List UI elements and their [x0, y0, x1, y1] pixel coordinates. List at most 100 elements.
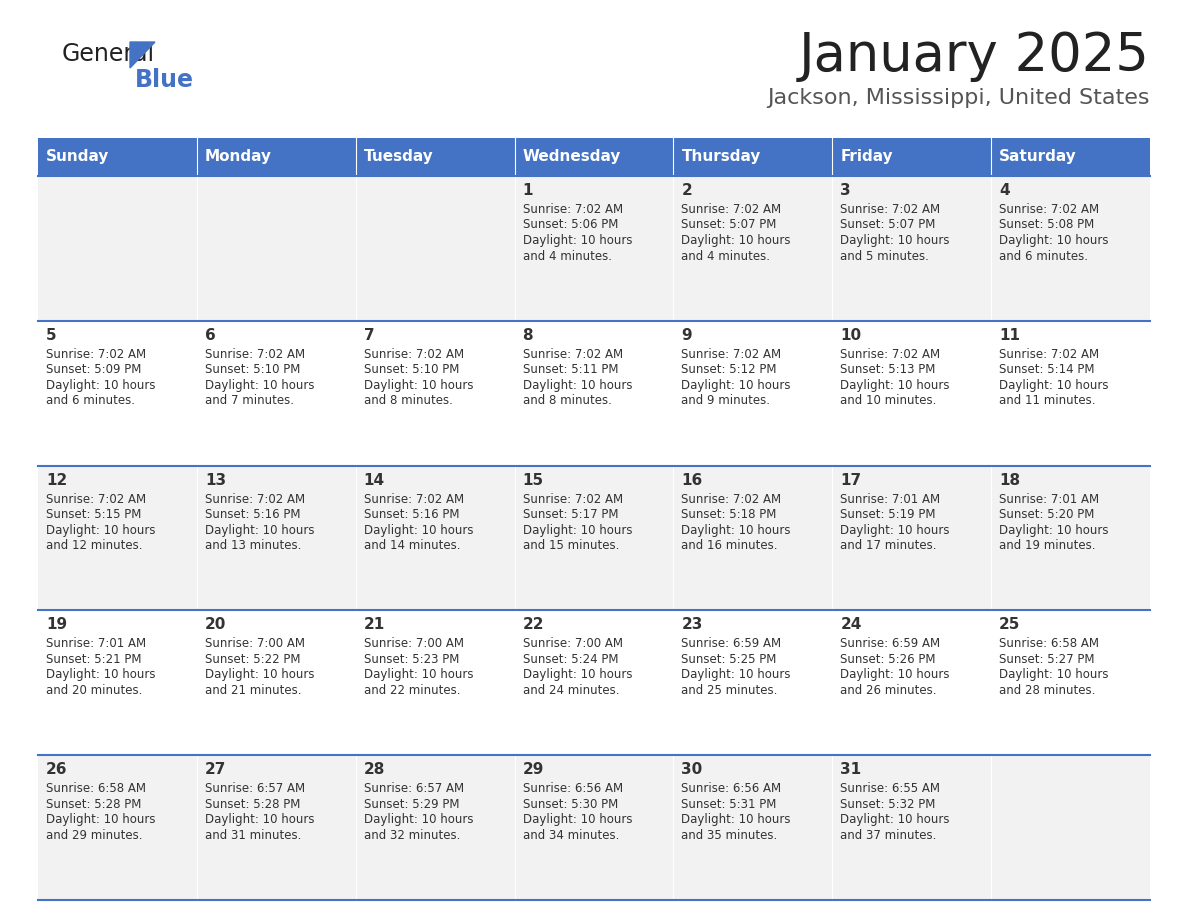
Text: 26: 26 — [46, 762, 68, 778]
Text: Sunset: 5:25 PM: Sunset: 5:25 PM — [682, 653, 777, 666]
Text: Sunset: 5:28 PM: Sunset: 5:28 PM — [204, 798, 301, 811]
Text: Sunset: 5:22 PM: Sunset: 5:22 PM — [204, 653, 301, 666]
Text: Daylight: 10 hours: Daylight: 10 hours — [523, 813, 632, 826]
Text: Sunrise: 6:58 AM: Sunrise: 6:58 AM — [999, 637, 1099, 650]
Text: Sunrise: 7:01 AM: Sunrise: 7:01 AM — [46, 637, 146, 650]
Text: Sunrise: 7:02 AM: Sunrise: 7:02 AM — [364, 493, 463, 506]
Text: Sunrise: 7:02 AM: Sunrise: 7:02 AM — [682, 203, 782, 216]
Text: 11: 11 — [999, 328, 1020, 342]
Text: and 24 minutes.: and 24 minutes. — [523, 684, 619, 697]
Text: Sunrise: 7:02 AM: Sunrise: 7:02 AM — [204, 493, 305, 506]
Text: Sunrise: 7:00 AM: Sunrise: 7:00 AM — [364, 637, 463, 650]
Text: and 10 minutes.: and 10 minutes. — [840, 395, 936, 408]
Text: 27: 27 — [204, 762, 226, 778]
Text: and 21 minutes.: and 21 minutes. — [204, 684, 302, 697]
Text: Saturday: Saturday — [999, 150, 1076, 164]
Text: and 5 minutes.: and 5 minutes. — [840, 250, 929, 263]
Text: 10: 10 — [840, 328, 861, 342]
Text: Sunrise: 7:02 AM: Sunrise: 7:02 AM — [523, 493, 623, 506]
Text: Daylight: 10 hours: Daylight: 10 hours — [523, 523, 632, 537]
Text: Sunset: 5:13 PM: Sunset: 5:13 PM — [840, 364, 936, 376]
Bar — [38, 756, 1150, 900]
Text: Sunrise: 7:02 AM: Sunrise: 7:02 AM — [682, 348, 782, 361]
Text: Sunset: 5:31 PM: Sunset: 5:31 PM — [682, 798, 777, 811]
Text: and 13 minutes.: and 13 minutes. — [204, 539, 302, 552]
Text: Thursday: Thursday — [682, 150, 760, 164]
Bar — [991, 138, 1150, 176]
Text: and 37 minutes.: and 37 minutes. — [840, 829, 936, 842]
Text: Daylight: 10 hours: Daylight: 10 hours — [46, 813, 156, 826]
Text: Monday: Monday — [204, 150, 272, 164]
Text: 7: 7 — [364, 328, 374, 342]
Text: Blue: Blue — [135, 68, 194, 92]
Text: and 17 minutes.: and 17 minutes. — [840, 539, 937, 552]
Text: and 4 minutes.: and 4 minutes. — [523, 250, 612, 263]
Text: Sunset: 5:21 PM: Sunset: 5:21 PM — [46, 653, 141, 666]
Text: 5: 5 — [46, 328, 57, 342]
Text: 6: 6 — [204, 328, 215, 342]
Bar — [38, 138, 197, 176]
Text: Daylight: 10 hours: Daylight: 10 hours — [999, 379, 1108, 392]
Text: Sunrise: 7:01 AM: Sunrise: 7:01 AM — [840, 493, 941, 506]
Text: 17: 17 — [840, 473, 861, 487]
Text: 16: 16 — [682, 473, 702, 487]
Text: 1: 1 — [523, 183, 533, 198]
Text: Sunrise: 7:00 AM: Sunrise: 7:00 AM — [523, 637, 623, 650]
Text: Sunset: 5:12 PM: Sunset: 5:12 PM — [682, 364, 777, 376]
Text: and 4 minutes.: and 4 minutes. — [682, 250, 771, 263]
Text: Sunrise: 7:01 AM: Sunrise: 7:01 AM — [999, 493, 1099, 506]
Text: Wednesday: Wednesday — [523, 150, 621, 164]
Text: and 20 minutes.: and 20 minutes. — [46, 684, 143, 697]
Text: Sunrise: 7:00 AM: Sunrise: 7:00 AM — [204, 637, 305, 650]
Text: Sunset: 5:24 PM: Sunset: 5:24 PM — [523, 653, 618, 666]
Text: Sunrise: 7:02 AM: Sunrise: 7:02 AM — [840, 348, 941, 361]
Text: 19: 19 — [46, 618, 68, 633]
Text: 12: 12 — [46, 473, 68, 487]
Text: Daylight: 10 hours: Daylight: 10 hours — [682, 523, 791, 537]
Text: 9: 9 — [682, 328, 693, 342]
Text: and 25 minutes.: and 25 minutes. — [682, 684, 778, 697]
Text: 3: 3 — [840, 183, 851, 198]
Text: 30: 30 — [682, 762, 702, 778]
Text: Sunrise: 6:56 AM: Sunrise: 6:56 AM — [682, 782, 782, 795]
Text: 4: 4 — [999, 183, 1010, 198]
Text: Daylight: 10 hours: Daylight: 10 hours — [682, 813, 791, 826]
Text: Sunset: 5:17 PM: Sunset: 5:17 PM — [523, 508, 618, 521]
Text: Daylight: 10 hours: Daylight: 10 hours — [999, 523, 1108, 537]
Bar — [674, 138, 833, 176]
Text: and 16 minutes.: and 16 minutes. — [682, 539, 778, 552]
Text: Daylight: 10 hours: Daylight: 10 hours — [364, 813, 473, 826]
Text: Sunset: 5:27 PM: Sunset: 5:27 PM — [999, 653, 1094, 666]
Text: Daylight: 10 hours: Daylight: 10 hours — [204, 523, 315, 537]
Text: Daylight: 10 hours: Daylight: 10 hours — [364, 668, 473, 681]
Text: and 12 minutes.: and 12 minutes. — [46, 539, 143, 552]
Text: and 19 minutes.: and 19 minutes. — [999, 539, 1095, 552]
Text: and 32 minutes.: and 32 minutes. — [364, 829, 460, 842]
Text: and 15 minutes.: and 15 minutes. — [523, 539, 619, 552]
Text: Daylight: 10 hours: Daylight: 10 hours — [840, 379, 949, 392]
Text: Daylight: 10 hours: Daylight: 10 hours — [840, 668, 949, 681]
Text: and 7 minutes.: and 7 minutes. — [204, 395, 293, 408]
Text: 24: 24 — [840, 618, 861, 633]
Text: Sunrise: 7:02 AM: Sunrise: 7:02 AM — [46, 493, 146, 506]
Text: and 31 minutes.: and 31 minutes. — [204, 829, 302, 842]
Text: and 34 minutes.: and 34 minutes. — [523, 829, 619, 842]
Bar — [38, 610, 1150, 756]
Text: Sunrise: 7:02 AM: Sunrise: 7:02 AM — [682, 493, 782, 506]
Text: 8: 8 — [523, 328, 533, 342]
Text: Daylight: 10 hours: Daylight: 10 hours — [364, 379, 473, 392]
Text: Sunday: Sunday — [46, 150, 109, 164]
Text: Sunrise: 7:02 AM: Sunrise: 7:02 AM — [523, 203, 623, 216]
Text: Sunset: 5:14 PM: Sunset: 5:14 PM — [999, 364, 1094, 376]
Text: 31: 31 — [840, 762, 861, 778]
Text: Sunset: 5:29 PM: Sunset: 5:29 PM — [364, 798, 460, 811]
Text: Sunrise: 6:55 AM: Sunrise: 6:55 AM — [840, 782, 940, 795]
Bar — [38, 176, 1150, 320]
Text: and 8 minutes.: and 8 minutes. — [364, 395, 453, 408]
Text: and 29 minutes.: and 29 minutes. — [46, 829, 143, 842]
Text: 22: 22 — [523, 618, 544, 633]
Text: Jackson, Mississippi, United States: Jackson, Mississippi, United States — [767, 88, 1150, 108]
Text: and 14 minutes.: and 14 minutes. — [364, 539, 460, 552]
Text: Daylight: 10 hours: Daylight: 10 hours — [682, 668, 791, 681]
Text: Sunrise: 6:59 AM: Sunrise: 6:59 AM — [840, 637, 941, 650]
